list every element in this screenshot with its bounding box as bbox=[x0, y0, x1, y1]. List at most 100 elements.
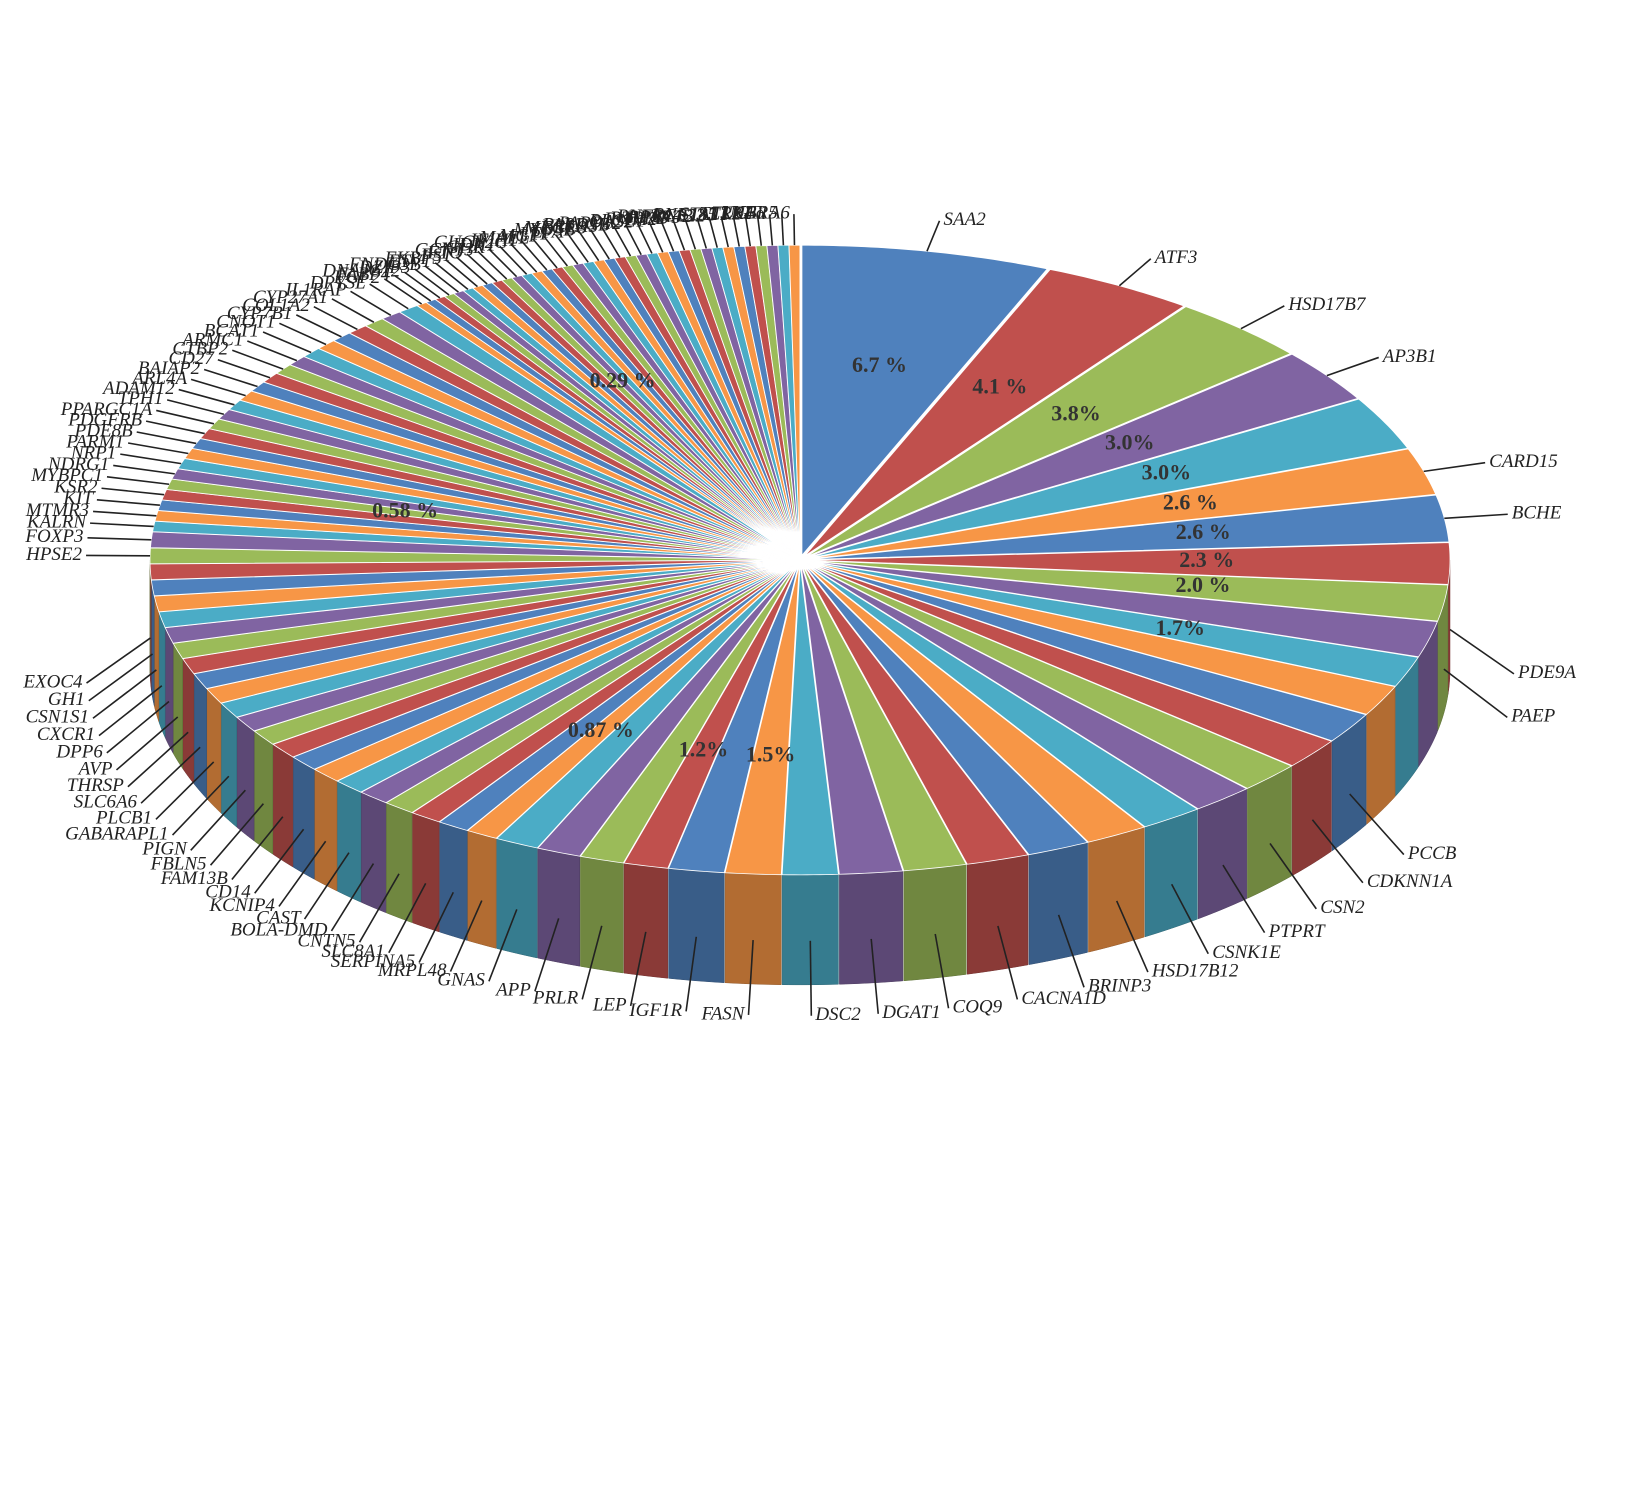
leader-line bbox=[510, 243, 538, 273]
leader-line bbox=[203, 368, 258, 388]
leader-line bbox=[636, 222, 653, 254]
leader-line bbox=[578, 230, 600, 262]
slice-label: PLCE1 bbox=[588, 210, 645, 231]
slice-side bbox=[158, 611, 166, 738]
slice bbox=[804, 269, 1185, 557]
slice-label: ATF3 bbox=[1153, 247, 1198, 268]
leader-line bbox=[136, 431, 197, 445]
leader-line bbox=[350, 290, 392, 317]
slice-label: GCNT3 bbox=[415, 240, 474, 261]
leader-line bbox=[313, 306, 358, 331]
slice bbox=[801, 244, 1048, 557]
slice bbox=[360, 563, 794, 804]
leader-line bbox=[589, 228, 610, 260]
leader-line bbox=[696, 217, 708, 249]
slice-label: CNOT1 bbox=[216, 312, 275, 333]
leader-line bbox=[358, 873, 400, 943]
slice bbox=[292, 562, 793, 770]
slice-label: GNAS bbox=[437, 970, 485, 991]
slice bbox=[803, 564, 1089, 856]
leader-line bbox=[231, 816, 284, 880]
leader-line bbox=[295, 314, 342, 338]
leader-line bbox=[145, 420, 205, 435]
value-label: 2.6 % bbox=[1163, 490, 1218, 515]
slice-label: MRPL48 bbox=[377, 960, 447, 981]
leader-line bbox=[1449, 628, 1515, 675]
leader-line bbox=[684, 218, 697, 250]
slice-label: CSNK1E bbox=[1212, 942, 1281, 963]
slice-label: RNF185 bbox=[652, 205, 717, 226]
leader-line bbox=[93, 510, 157, 517]
slice-label: ADAM12 bbox=[101, 378, 175, 399]
slice-label: MAEL bbox=[479, 228, 530, 249]
slice-label: CAST bbox=[256, 907, 302, 928]
slice bbox=[801, 564, 967, 872]
leader-line bbox=[747, 939, 754, 1015]
slice-side bbox=[314, 768, 338, 892]
slice-label: ARMC1 bbox=[180, 329, 243, 350]
leader-line bbox=[262, 331, 312, 354]
leader-line bbox=[449, 900, 483, 972]
slice-label: DSC2 bbox=[814, 1004, 861, 1025]
leader-line bbox=[534, 918, 560, 992]
leader-line bbox=[1170, 883, 1209, 955]
leader-line bbox=[477, 250, 508, 280]
leader-line bbox=[254, 828, 305, 894]
leader-line bbox=[1057, 914, 1085, 988]
value-label: 0.29 % bbox=[590, 368, 656, 393]
slice-label: CSN1S1 bbox=[26, 707, 89, 728]
labels: SAA2 6.7 % ATF3 4.1 % HSD17B7 3.8% AP3B1 3.0% 3.… bbox=[22, 203, 1576, 1026]
slice-label: FKBP5 bbox=[384, 248, 442, 269]
slice-label: ETV1 bbox=[387, 251, 431, 272]
slice-label: TLR2 bbox=[699, 204, 742, 225]
leader-line bbox=[156, 409, 215, 425]
slice-label: IDH1 bbox=[451, 235, 495, 256]
slice bbox=[495, 564, 796, 849]
slice-side bbox=[580, 856, 624, 974]
slice bbox=[667, 564, 799, 874]
leader-line bbox=[424, 265, 459, 293]
slice bbox=[809, 560, 1449, 622]
slice bbox=[805, 563, 1199, 828]
leader-line bbox=[217, 358, 271, 379]
leader-line bbox=[113, 464, 175, 475]
slice-side bbox=[1197, 788, 1247, 920]
slice-label: PCCB bbox=[1407, 843, 1457, 864]
slice bbox=[579, 564, 798, 864]
slice-side bbox=[337, 780, 362, 903]
slice-side bbox=[412, 812, 440, 933]
leader-line bbox=[1269, 843, 1317, 910]
slice-label: FAM13B bbox=[160, 868, 229, 889]
value-label: 4.1 % bbox=[972, 373, 1027, 398]
slice-label: SERPINA5 bbox=[331, 951, 415, 972]
slice-label: FST bbox=[420, 245, 454, 266]
leader-line bbox=[247, 340, 298, 362]
leader-line bbox=[926, 220, 941, 252]
slice-label: BOLA-DMD bbox=[230, 919, 327, 940]
leader-line bbox=[414, 268, 450, 296]
slice-side bbox=[172, 642, 183, 770]
leader-line bbox=[1115, 900, 1149, 973]
slice bbox=[438, 563, 795, 831]
slice-label: FBLN5 bbox=[150, 854, 207, 875]
slice-label: PMM2 bbox=[603, 209, 657, 230]
slice-label: FOXP3 bbox=[24, 526, 83, 547]
leader-line bbox=[87, 536, 152, 541]
slice-label: GHR bbox=[446, 237, 485, 258]
slice-label: PDE8B bbox=[74, 420, 133, 441]
slice bbox=[193, 561, 791, 689]
leader-line bbox=[369, 283, 409, 310]
leader-line bbox=[303, 852, 350, 920]
slice bbox=[809, 560, 1438, 658]
slice bbox=[385, 563, 795, 814]
slice bbox=[182, 561, 791, 675]
leader-line bbox=[393, 274, 432, 302]
leader-line bbox=[672, 219, 686, 251]
slice-side bbox=[272, 743, 294, 868]
slice bbox=[807, 562, 1293, 789]
leader-line bbox=[388, 883, 427, 954]
slice bbox=[236, 562, 792, 732]
slice bbox=[466, 563, 796, 839]
slice-label: TPH1 bbox=[118, 388, 163, 409]
slice-label: GABARAPL1 bbox=[65, 823, 168, 844]
